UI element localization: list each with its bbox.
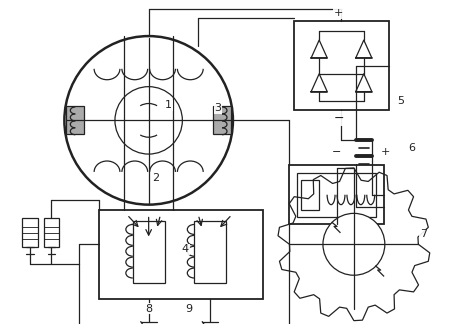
Circle shape [115, 87, 182, 154]
Circle shape [323, 213, 385, 275]
Bar [194, 222, 226, 283]
Bar [213, 107, 231, 134]
Text: 1: 1 [165, 100, 172, 110]
Text: +: + [334, 8, 343, 18]
Bar [289, 165, 384, 225]
Text: 8: 8 [145, 304, 152, 314]
Text: 2: 2 [152, 173, 159, 183]
Bar [22, 217, 38, 247]
Bar [297, 173, 376, 216]
Text: +: + [381, 147, 390, 157]
Text: −: − [331, 147, 341, 157]
Bar [44, 217, 59, 247]
Bar [99, 210, 263, 299]
Bar [133, 222, 165, 283]
Text: 3: 3 [215, 103, 221, 113]
Text: −: − [333, 112, 344, 125]
Text: 4: 4 [182, 244, 189, 254]
Circle shape [64, 36, 233, 205]
Text: 7: 7 [420, 229, 427, 240]
Bar [294, 21, 389, 111]
Text: 6: 6 [408, 143, 415, 153]
Bar [66, 107, 84, 134]
Text: 5: 5 [397, 96, 404, 106]
Bar [302, 180, 319, 210]
Text: 9: 9 [185, 304, 192, 314]
